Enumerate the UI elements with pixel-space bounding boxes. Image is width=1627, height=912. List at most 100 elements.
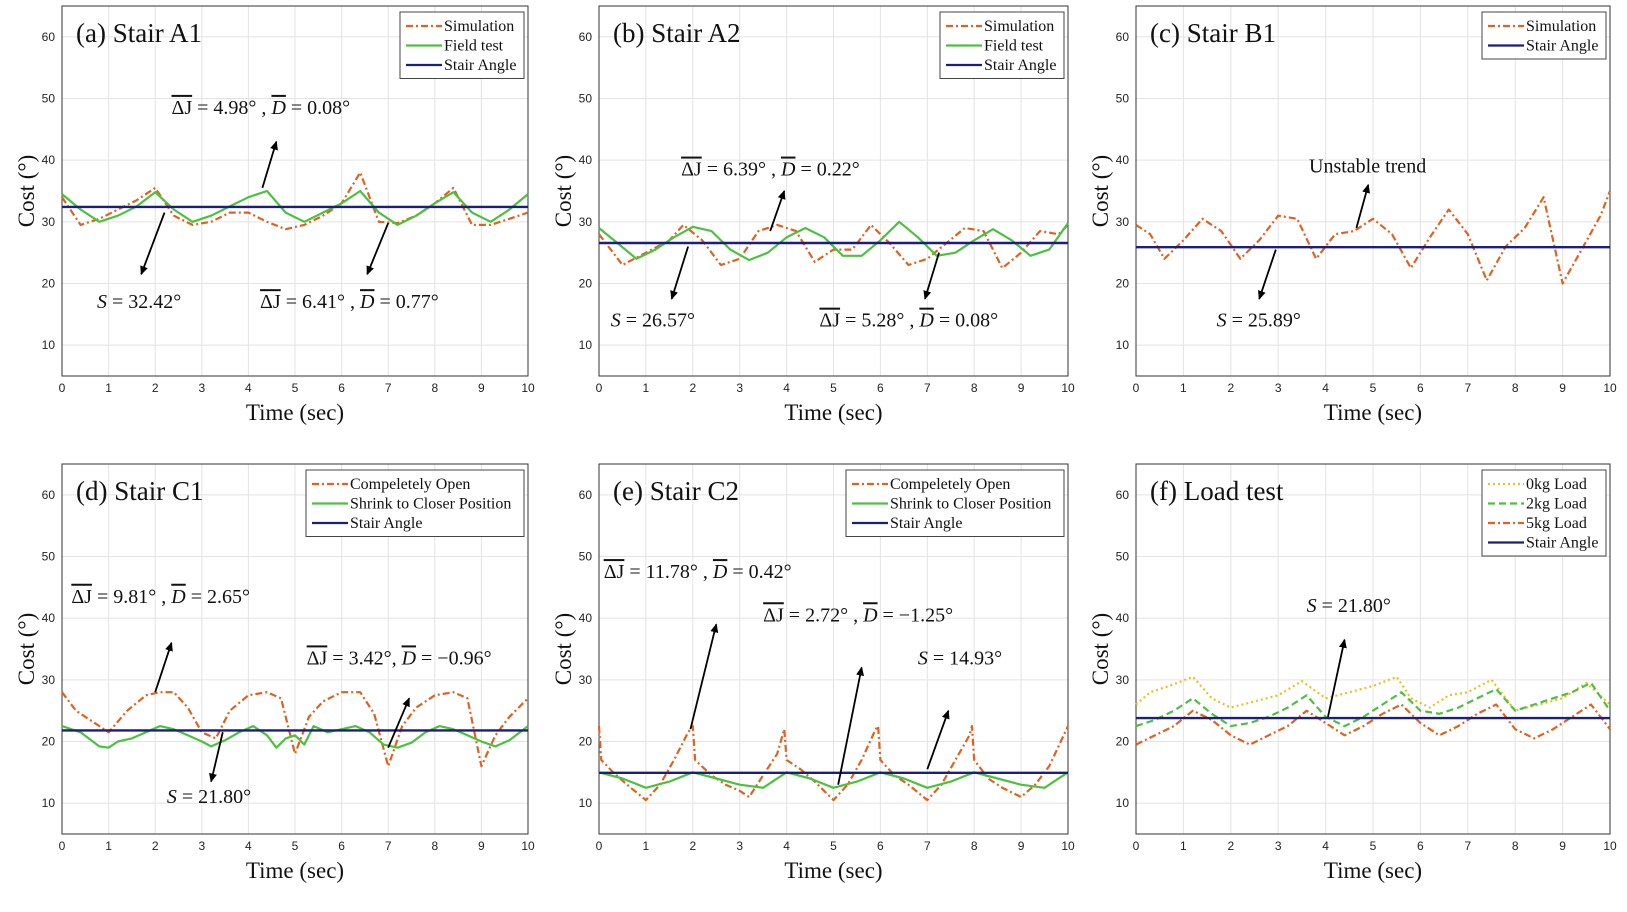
- x-tick-label: 5: [1370, 381, 1377, 395]
- x-tick-label: 5: [292, 381, 299, 395]
- panel-b: 0 1 2 3 4 5 6 7 8 9 10102030405060Time (sec)Cost (…: [551, 6, 1075, 425]
- annotation-text: S = 32.42°: [97, 291, 181, 313]
- panel-title: (f) Load test: [1150, 476, 1284, 506]
- x-tick-label: 5: [830, 839, 837, 853]
- annotation-arrow: [1328, 640, 1345, 717]
- y-tick-label: 50: [42, 92, 56, 106]
- x-tick-label: 7: [924, 839, 931, 853]
- legend-label: Stair Angle: [984, 57, 1056, 74]
- x-tick-label: 9: [1559, 381, 1566, 395]
- legend-label: 2kg Load: [1526, 496, 1587, 513]
- x-tick-label: 6: [338, 839, 345, 853]
- x-tick-label: 8: [431, 381, 438, 395]
- panel-e: 0 1 2 3 4 5 6 7 8 9 10102030405060Time (sec)Cost (…: [551, 464, 1075, 883]
- x-tick-label: 2: [152, 839, 159, 853]
- panel-title: (b) Stair A2: [613, 18, 741, 48]
- y-tick-label: 30: [579, 215, 593, 229]
- y-tick-label: 10: [579, 338, 593, 352]
- x-tick-label: 8: [431, 839, 438, 853]
- x-tick-label: 6: [877, 839, 884, 853]
- y-tick-label: 50: [1116, 92, 1130, 106]
- x-tick-label: 7: [1464, 381, 1471, 395]
- y-tick-label: 20: [579, 735, 593, 749]
- x-tick-label: 7: [385, 839, 392, 853]
- x-tick-label: 10: [521, 839, 535, 853]
- y-tick-label: 30: [1116, 215, 1130, 229]
- legend: Simulation Field test Stair Angle: [400, 12, 524, 79]
- y-tick-label: 20: [579, 277, 593, 291]
- x-tick-label: 2: [689, 381, 696, 395]
- annotation-arrow: [672, 247, 688, 299]
- y-axis-label: Cost (°): [551, 155, 576, 227]
- annotation-arrow: [262, 142, 276, 188]
- legend-label: Stair Angle: [444, 57, 516, 74]
- x-axis-label: Time (sec): [784, 858, 882, 883]
- x-tick-label: 5: [1370, 839, 1377, 853]
- legend: Compeletely Open Shrink to Closer Positio…: [306, 470, 524, 537]
- legend-label: Field test: [984, 38, 1044, 55]
- x-tick-label: 9: [1018, 839, 1025, 853]
- y-tick-label: 50: [579, 550, 593, 564]
- legend: 0kg Load2kg Load5kg LoadStair Angle: [1482, 470, 1606, 556]
- legend-label: Stair Angle: [350, 515, 422, 532]
- x-tick-label: 6: [1417, 381, 1424, 395]
- annotation-arrow: [155, 643, 171, 692]
- y-tick-label: 40: [579, 153, 593, 167]
- y-tick-label: 60: [1116, 488, 1130, 502]
- x-tick-label: 1: [1180, 381, 1187, 395]
- x-tick-label: 0: [1133, 839, 1140, 853]
- x-tick-label: 4: [783, 839, 790, 853]
- x-tick-label: 3: [198, 381, 205, 395]
- x-tick-label: 8: [1512, 839, 1519, 853]
- x-axis-label: Time (sec): [784, 400, 882, 425]
- panel-d: 0 1 2 3 4 5 6 7 8 9 10 10 20 30 40 50 60 Time (sec) Cost (…: [14, 464, 535, 883]
- legend-label: Stair Angle: [890, 515, 962, 532]
- x-tick-label: 1: [643, 381, 650, 395]
- x-tick-label: 5: [830, 381, 837, 395]
- annotation-text: ΔJ = 6.39° , D = 0.22°: [681, 159, 860, 181]
- legend-label: Simulation: [984, 18, 1054, 35]
- y-tick-label: 20: [1116, 735, 1130, 749]
- legend: Compeletely Open Shrink to Closer Positio…: [846, 470, 1064, 537]
- x-tick-label: 6: [338, 381, 345, 395]
- legend: SimulationStair Angle: [1482, 12, 1606, 59]
- y-tick-label: 10: [579, 796, 593, 810]
- y-tick-label: 20: [42, 277, 56, 291]
- annotation-text: ΔJ = 6.41° , D = 0.77°: [260, 291, 439, 313]
- y-tick-label: 60: [1116, 30, 1130, 44]
- y-tick-label: 20: [42, 735, 56, 749]
- legend-label: Compeletely Open: [890, 476, 1010, 493]
- x-axis-label: Time (sec): [1324, 400, 1422, 425]
- x-tick-label: 7: [1464, 839, 1471, 853]
- x-tick-label: 10: [1061, 381, 1075, 395]
- y-tick-label: 40: [42, 611, 56, 625]
- x-tick-label: 4: [1322, 839, 1329, 853]
- annotation-arrow: [388, 698, 409, 747]
- panel-c: 0 1 2 3 4 5 6 7 8 9 10 10 20 30 40 50 60 Time (sec) Cost (…: [1088, 6, 1617, 425]
- legend-label: Simulation: [1526, 18, 1596, 35]
- x-tick-label: 2: [689, 839, 696, 853]
- figure-grid: 0 1 2 3 4 5 6 7 8 9 10102030405060Time (sec)Cost (…: [0, 0, 1627, 912]
- legend-label: Compeletely Open: [350, 476, 470, 493]
- x-tick-label: 10: [1603, 839, 1617, 853]
- annotation-text: ΔJ = 3.42°, D = −0.96°: [307, 647, 492, 669]
- annotation-text: ΔJ = 5.28° , D = 0.08°: [819, 310, 998, 332]
- annotation-text: S = 14.93°: [918, 647, 1002, 669]
- y-tick-label: 10: [1116, 796, 1130, 810]
- x-tick-label: 6: [1417, 839, 1424, 853]
- panel-title: (a) Stair A1: [76, 18, 202, 48]
- x-tick-label: 9: [478, 381, 485, 395]
- x-axis-label: Time (sec): [246, 400, 344, 425]
- y-tick-label: 30: [42, 673, 56, 687]
- annotation-text: ΔJ = 9.81° , D = 2.65°: [71, 586, 250, 608]
- x-tick-label: 0: [596, 381, 603, 395]
- y-tick-label: 10: [42, 796, 56, 810]
- x-axis-label: Time (sec): [1324, 858, 1422, 883]
- x-tick-label: 0: [59, 381, 66, 395]
- x-tick-label: 9: [1559, 839, 1566, 853]
- x-tick-label: 8: [971, 381, 978, 395]
- x-tick-label: 0: [1133, 381, 1140, 395]
- x-tick-label: 2: [152, 381, 159, 395]
- x-tick-label: 1: [105, 839, 112, 853]
- legend-label: 5kg Load: [1526, 515, 1587, 532]
